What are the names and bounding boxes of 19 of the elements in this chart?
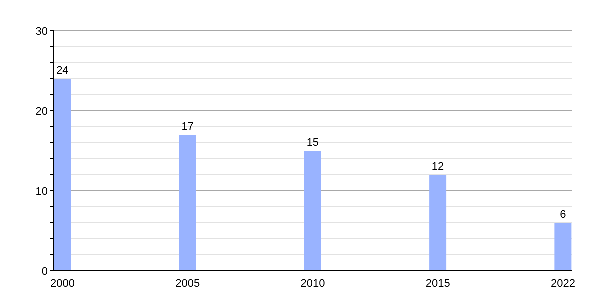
bar [304, 151, 322, 271]
x-tick-label: 2015 [426, 278, 450, 290]
y-tick-label: 30 [36, 26, 48, 38]
bar [54, 79, 72, 271]
data-label: 12 [432, 161, 444, 173]
x-tick-label: 2000 [50, 278, 75, 290]
bar [554, 223, 572, 271]
x-tick-label: 2022 [551, 278, 576, 290]
y-tick-label: 0 [42, 266, 48, 278]
data-label: 15 [306, 137, 320, 149]
data-label: 24 [56, 65, 69, 77]
data-label: 17 [182, 121, 194, 133]
data-label: 6 [560, 209, 566, 221]
y-tick-label: 20 [36, 106, 48, 118]
bar [179, 135, 196, 271]
x-tick-label: 2010 [300, 278, 326, 290]
y-tick-label: 10 [36, 186, 48, 198]
x-tick-label: 2005 [176, 278, 200, 290]
bar [430, 175, 447, 271]
